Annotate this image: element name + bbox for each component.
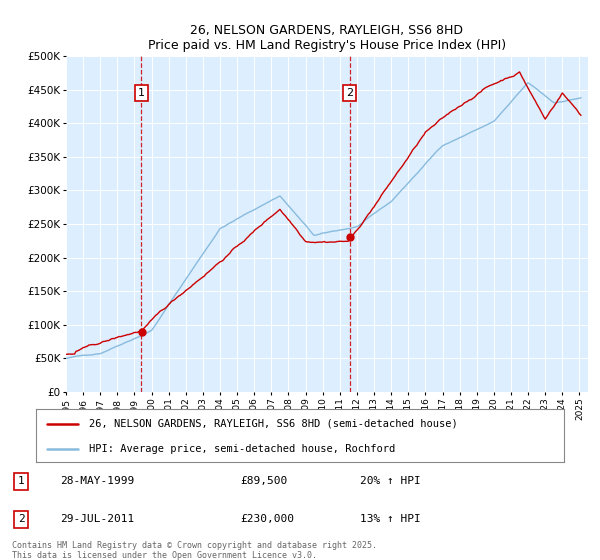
Text: 1: 1 bbox=[138, 88, 145, 98]
Text: HPI: Average price, semi-detached house, Rochford: HPI: Average price, semi-detached house,… bbox=[89, 444, 395, 454]
Text: £230,000: £230,000 bbox=[240, 514, 294, 524]
Text: 26, NELSON GARDENS, RAYLEIGH, SS6 8HD (semi-detached house): 26, NELSON GARDENS, RAYLEIGH, SS6 8HD (s… bbox=[89, 419, 458, 429]
Text: 2: 2 bbox=[346, 88, 353, 98]
Text: 29-JUL-2011: 29-JUL-2011 bbox=[60, 514, 134, 524]
Text: 13% ↑ HPI: 13% ↑ HPI bbox=[360, 514, 421, 524]
Title: 26, NELSON GARDENS, RAYLEIGH, SS6 8HD
Price paid vs. HM Land Registry's House Pr: 26, NELSON GARDENS, RAYLEIGH, SS6 8HD Pr… bbox=[148, 24, 506, 52]
Text: 20% ↑ HPI: 20% ↑ HPI bbox=[360, 477, 421, 487]
Text: £89,500: £89,500 bbox=[240, 477, 287, 487]
Text: 2: 2 bbox=[17, 514, 25, 524]
Text: 28-MAY-1999: 28-MAY-1999 bbox=[60, 477, 134, 487]
Text: Contains HM Land Registry data © Crown copyright and database right 2025.
This d: Contains HM Land Registry data © Crown c… bbox=[12, 540, 377, 560]
Text: 1: 1 bbox=[17, 477, 25, 487]
